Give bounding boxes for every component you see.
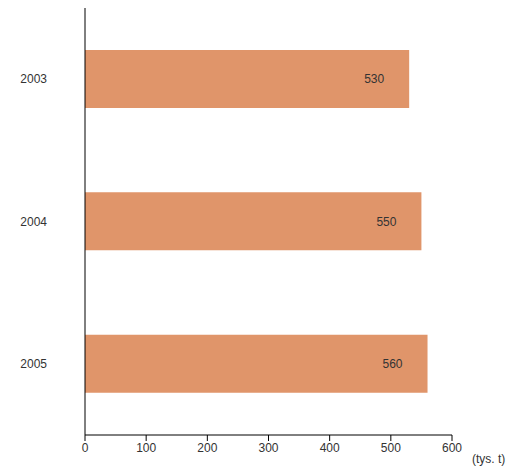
svg-text:300: 300 xyxy=(258,441,278,455)
svg-text:2003: 2003 xyxy=(20,72,47,86)
svg-text:530: 530 xyxy=(364,72,384,86)
svg-text:550: 550 xyxy=(376,215,396,229)
svg-text:600: 600 xyxy=(442,441,462,455)
svg-text:0: 0 xyxy=(82,441,89,455)
svg-text:(tys. t): (tys. t) xyxy=(472,452,505,466)
svg-text:100: 100 xyxy=(136,441,156,455)
svg-text:560: 560 xyxy=(383,357,403,371)
svg-text:2004: 2004 xyxy=(20,215,47,229)
svg-text:2005: 2005 xyxy=(20,357,47,371)
svg-text:200: 200 xyxy=(197,441,217,455)
svg-text:400: 400 xyxy=(320,441,340,455)
svg-text:500: 500 xyxy=(381,441,401,455)
